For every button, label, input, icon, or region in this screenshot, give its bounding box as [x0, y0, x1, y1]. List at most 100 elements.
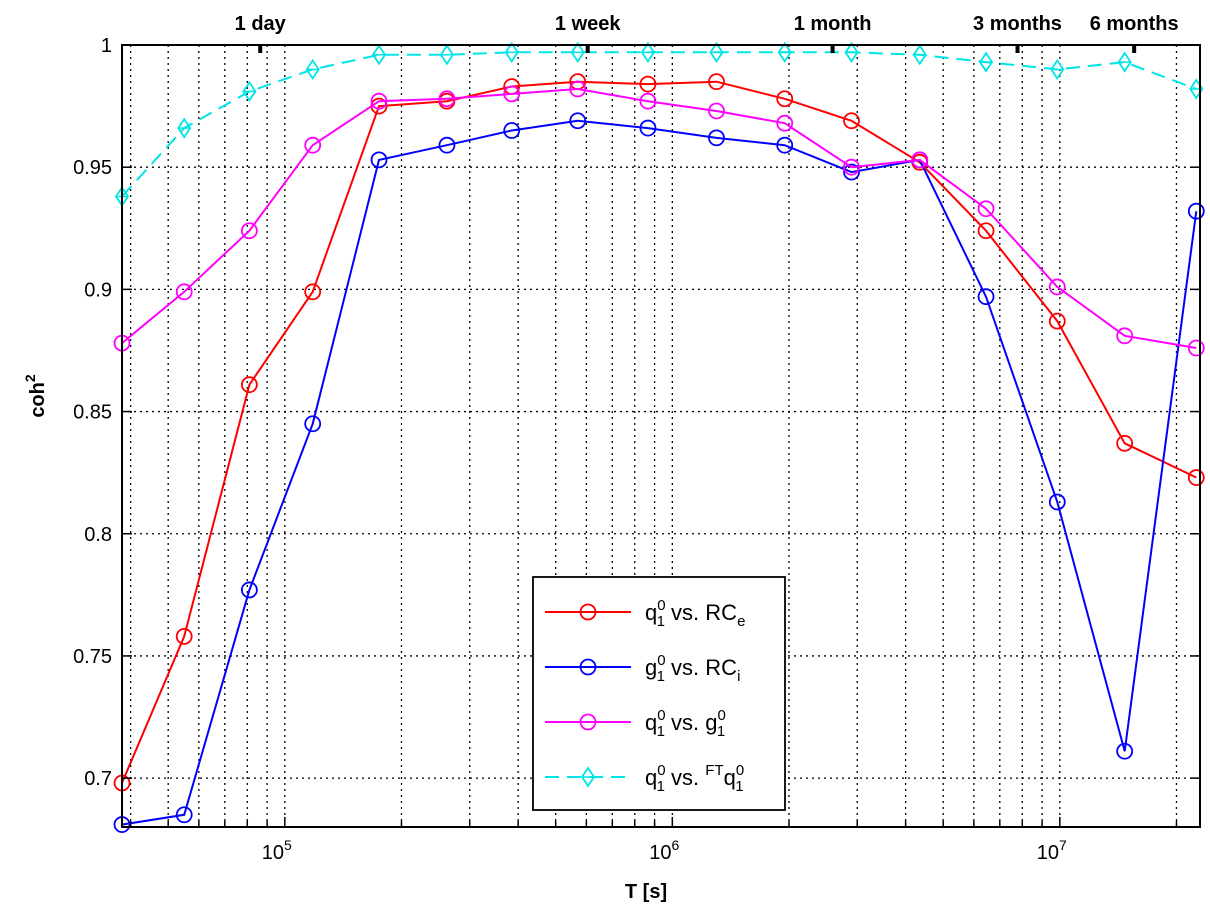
legend-subscript: 1 [657, 723, 665, 740]
data-point [1116, 327, 1134, 345]
legend-tail-subscript: e [737, 613, 745, 630]
legend-superscript: 0 [657, 652, 665, 669]
data-point [569, 80, 587, 98]
legend-tail-symbol: q [724, 765, 736, 790]
series-line [121, 80, 1197, 784]
legend-symbol: q [645, 765, 657, 790]
x-axis-label: T [s] [625, 881, 667, 903]
data-point [304, 136, 322, 154]
legend-tail-subscript: i [737, 668, 740, 685]
legend-text: vs. RC [665, 655, 737, 680]
data-point [1048, 278, 1066, 296]
legend-superscript: 0 [657, 597, 665, 614]
series-line [121, 87, 1197, 349]
data-point [1116, 434, 1134, 452]
data-point [978, 51, 994, 73]
y-axis-label: coh2 [22, 374, 49, 418]
x-tick-label: 105 [262, 837, 292, 864]
legend-text: vs. RC [665, 600, 737, 625]
series-2 [113, 112, 1205, 833]
y-tick-label: 0.75 [73, 646, 112, 668]
x-tick-label: 107 [1037, 837, 1067, 864]
legend-swatch-marker [579, 713, 597, 731]
data-point [1187, 469, 1205, 486]
data-point [709, 41, 724, 63]
x-tick-label: 106 [649, 837, 679, 864]
legend-symbol: q [645, 710, 657, 735]
data-point [175, 627, 193, 645]
top-tick-label: 1 day [235, 13, 287, 35]
legend-entry-1: q0 1 vs. RCe [645, 597, 745, 630]
series-3 [113, 80, 1205, 357]
x-tick-exponent: 6 [672, 837, 680, 853]
data-point [1048, 493, 1066, 511]
y-tick-label: 0.7 [84, 768, 112, 790]
legend-prefix-superscript: FT [705, 762, 723, 779]
data-point [503, 85, 521, 103]
legend-subscript: 1 [657, 613, 665, 630]
data-point [503, 122, 521, 139]
data-point [639, 119, 657, 137]
legend-tail-superscript: 0 [718, 707, 726, 724]
data-point [776, 90, 794, 108]
legend-box [532, 576, 786, 811]
data-point [175, 283, 193, 301]
legend-entry-2: g0 1 vs. RCi [645, 652, 740, 685]
data-point [776, 136, 794, 154]
legend-superscript: 0 [657, 707, 665, 724]
data-point [977, 222, 995, 240]
y-axis-label-text: coh [27, 382, 49, 418]
data-point [175, 806, 193, 824]
y-tick-label: 0.9 [84, 279, 112, 301]
data-point [708, 73, 725, 91]
legend-tail-superscript: 0 [736, 762, 744, 779]
x-tick-exponent: 7 [1059, 837, 1067, 853]
data-point [177, 117, 192, 139]
series-line [121, 119, 1198, 826]
data-point [439, 44, 455, 66]
plot-frame [121, 44, 1201, 828]
series-4 [114, 41, 1204, 208]
legend-swatch-marker [580, 766, 596, 788]
top-tick-label: 3 months [973, 13, 1062, 35]
legend-subscript: 1 [657, 668, 665, 685]
legend-symbol: q [645, 600, 657, 625]
data-point [305, 58, 320, 81]
y-tick-label: 0.95 [73, 157, 112, 179]
data-point [1117, 51, 1132, 73]
series-layer [113, 41, 1205, 833]
legend-text: vs. g [665, 710, 718, 735]
data-point [776, 114, 794, 132]
data-point [708, 129, 725, 147]
legend-swatch-marker [579, 658, 597, 676]
legend-swatch-marker [579, 603, 597, 621]
legend-text: vs. [665, 765, 705, 790]
y-axis-label-superscript: 2 [22, 374, 38, 382]
x-tick-base: 10 [1037, 842, 1059, 864]
data-point [844, 41, 859, 63]
data-point [639, 92, 657, 110]
data-point [708, 102, 725, 120]
data-point [370, 92, 388, 110]
legend-tail-subscript: 1 [717, 723, 725, 740]
data-point [438, 90, 456, 108]
data-point [438, 136, 456, 154]
legend-entry-3: q0 1 vs. g0 1 [645, 707, 726, 740]
legend-symbol: g [645, 655, 657, 680]
data-point [912, 44, 927, 66]
x-tick-exponent: 5 [284, 837, 292, 853]
data-point [1050, 58, 1065, 81]
data-point [977, 288, 995, 306]
data-point [504, 41, 519, 63]
top-tick-label: 1 week [555, 13, 621, 35]
data-point [1116, 742, 1134, 760]
legend-subscript: 1 [657, 778, 665, 795]
data-point [570, 41, 585, 63]
y-tick-label: 1 [101, 35, 112, 57]
x-tick-base: 10 [262, 842, 284, 864]
data-point [240, 222, 258, 240]
legend-entry-4: q0 1 vs. FTq0 1 [645, 762, 744, 795]
series-line [121, 51, 1197, 198]
data-point [240, 581, 258, 599]
